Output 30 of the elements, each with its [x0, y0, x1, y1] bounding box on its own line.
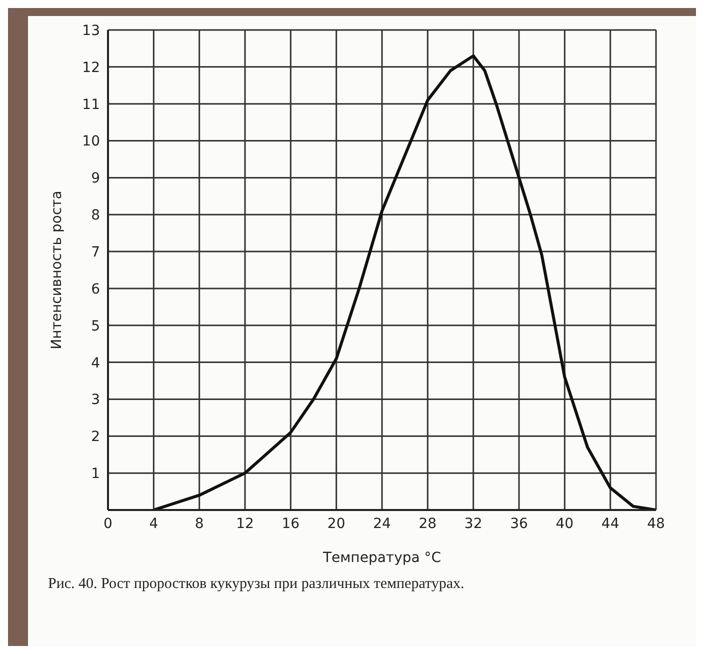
x-tick-label: 36: [510, 516, 528, 532]
y-tick-label: 2: [91, 429, 100, 446]
x-tick-label: 20: [327, 516, 346, 532]
x-tick-label: 28: [418, 516, 437, 532]
y-tick-label: 8: [91, 208, 100, 224]
y-tick-label: 5: [91, 318, 100, 334]
x-tick-label: 0: [104, 516, 112, 532]
text: Рис. 40. Рост проростков кукурузы при различных температурах.: [48, 576, 466, 593]
line-series: [152, 54, 656, 510]
y-tick-label: 9: [91, 170, 100, 187]
y-tick-label: 4: [91, 355, 100, 372]
x-tick-label: 32: [464, 516, 482, 532]
x-tick-label: 44: [601, 516, 620, 532]
y-tick-label: 10: [82, 134, 100, 150]
x-tick-label: 48: [647, 516, 665, 532]
x-tick-label: 12: [236, 516, 254, 532]
y-tick-label: 13: [82, 22, 100, 39]
y-tick-label: 7: [91, 244, 100, 261]
x-tick-label: 40: [556, 516, 574, 532]
y-tick-label: 1: [91, 466, 100, 482]
y-tick-label: 6: [91, 281, 100, 298]
x-axis-title: Температура °C: [322, 550, 442, 566]
y-axis-title: Интенсивность роста: [48, 190, 65, 350]
x-tick-label: 8: [194, 516, 204, 532]
x-tick-label: 24: [373, 516, 391, 532]
y-tick-label: 11: [82, 96, 100, 113]
x-tick-label: 16: [282, 516, 300, 532]
y-tick-label: 3: [91, 392, 100, 408]
y-tick-label: 12: [82, 60, 100, 76]
x-tick-label: 4: [149, 516, 158, 532]
